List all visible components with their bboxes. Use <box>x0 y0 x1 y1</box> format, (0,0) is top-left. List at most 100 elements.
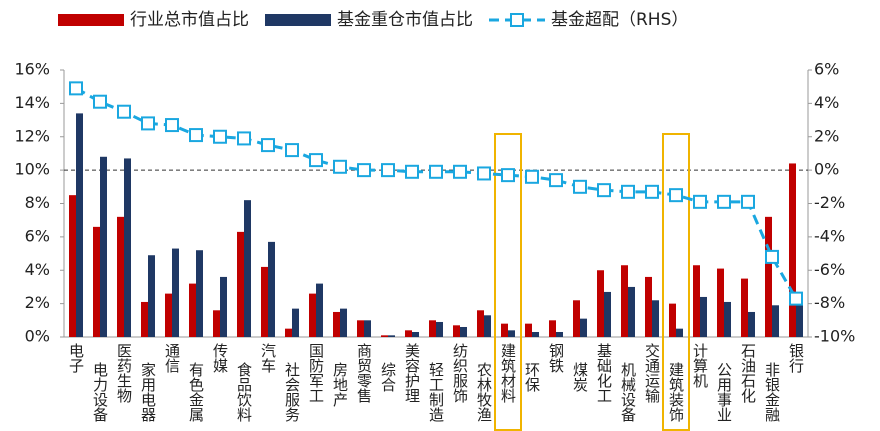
line-marker <box>453 164 467 179</box>
line-marker <box>285 143 299 158</box>
x-tick-label: 石油石化 <box>739 343 757 403</box>
x-tick-label: 商贸零售 <box>355 343 373 403</box>
bar <box>292 308 299 337</box>
y-tick-label: 8% <box>25 193 50 212</box>
line-marker <box>261 138 275 153</box>
bar <box>76 113 83 337</box>
bar <box>124 158 131 337</box>
legend-label: 行业总市值占比 <box>130 10 249 30</box>
x-tick-label: 美容护理 <box>403 343 421 403</box>
highlight-box <box>494 133 522 431</box>
bar <box>477 310 484 337</box>
line-marker <box>309 153 323 168</box>
bar <box>340 308 347 337</box>
bar <box>148 255 155 337</box>
line-marker <box>69 81 83 96</box>
bar <box>285 328 292 337</box>
bar <box>532 331 539 337</box>
bar <box>604 291 611 337</box>
bar <box>628 286 635 337</box>
bar <box>388 335 395 337</box>
bar <box>549 320 556 337</box>
highlight-box <box>662 133 690 431</box>
x-tick-label: 综合 <box>379 362 397 392</box>
line-marker <box>501 168 515 183</box>
line-marker <box>597 183 611 198</box>
line-marker <box>141 116 155 131</box>
bar <box>693 265 700 337</box>
bar <box>573 300 580 337</box>
x-tick-label: 汽车 <box>259 343 277 373</box>
x-tick-label: 煤炭 <box>571 362 589 392</box>
y2-tick-label: -10% <box>814 327 855 346</box>
bar <box>597 270 604 337</box>
bar <box>772 305 779 337</box>
bar <box>748 311 755 337</box>
y2-tick-label: 4% <box>814 93 839 112</box>
bar <box>556 331 563 337</box>
legend-label: 基金超配（RHS） <box>551 10 688 30</box>
bar <box>141 301 148 337</box>
line-marker <box>429 164 443 179</box>
legend-swatch <box>58 14 124 26</box>
bar <box>165 293 172 337</box>
bar <box>244 200 251 337</box>
x-tick-label: 机械设备 <box>619 362 637 422</box>
x-tick-label: 医药生物 <box>115 343 133 404</box>
x-tick-label: 公用事业 <box>715 362 733 422</box>
x-tick-label: 国防军工 <box>307 343 325 403</box>
line-marker <box>213 129 227 144</box>
bar <box>429 320 436 337</box>
y2-tick-label: -2% <box>814 193 845 212</box>
bar <box>220 276 227 337</box>
x-tick-label: 钢铁 <box>547 343 565 373</box>
x-tick-label: 建筑材料 <box>499 343 517 403</box>
x-tick-label: 基础化工 <box>595 343 613 403</box>
bar <box>652 300 659 337</box>
bar <box>333 311 340 337</box>
bar <box>316 283 323 337</box>
y2-tick-label: -8% <box>814 293 845 312</box>
bar <box>621 265 628 337</box>
bar <box>669 303 676 337</box>
x-tick-label: 传媒 <box>211 343 229 373</box>
x-tick-label: 电子 <box>67 343 85 373</box>
x-tick-label: 交通运输 <box>643 342 661 403</box>
line-marker <box>477 166 491 181</box>
line-marker <box>357 163 371 178</box>
bar <box>645 276 652 337</box>
bar <box>309 293 316 337</box>
bar <box>100 156 107 337</box>
line-marker <box>693 194 707 209</box>
y-tick-label: 0% <box>25 327 50 346</box>
bar <box>717 268 724 337</box>
bar <box>501 323 508 337</box>
x-tick-label: 非银金融 <box>763 362 781 422</box>
line-marker <box>717 194 731 209</box>
bar <box>484 315 491 337</box>
y-tick-label: 12% <box>14 126 50 145</box>
bar <box>508 330 515 337</box>
line-marker <box>165 118 179 133</box>
bar <box>268 241 275 337</box>
y-tick-label: 10% <box>14 160 50 179</box>
x-tick-label: 有色金属 <box>187 362 205 422</box>
bar <box>724 301 731 337</box>
y2-tick-label: 2% <box>814 126 839 145</box>
x-tick-label: 环保 <box>523 362 541 392</box>
x-tick-label: 农林牧渔 <box>475 362 493 422</box>
bar <box>580 318 587 337</box>
bar <box>412 331 419 337</box>
y2-tick-label: -4% <box>814 226 845 245</box>
bar <box>525 323 532 337</box>
x-tick-label: 房地产 <box>331 362 349 407</box>
line-marker <box>93 94 107 109</box>
bar <box>676 328 683 337</box>
x-tick-label: 纺织服饰 <box>451 343 469 403</box>
bar <box>69 195 76 337</box>
y-tick-label: 4% <box>25 260 50 279</box>
line-marker <box>765 249 779 264</box>
bar <box>765 216 772 337</box>
x-tick-label: 计算机 <box>691 343 709 389</box>
